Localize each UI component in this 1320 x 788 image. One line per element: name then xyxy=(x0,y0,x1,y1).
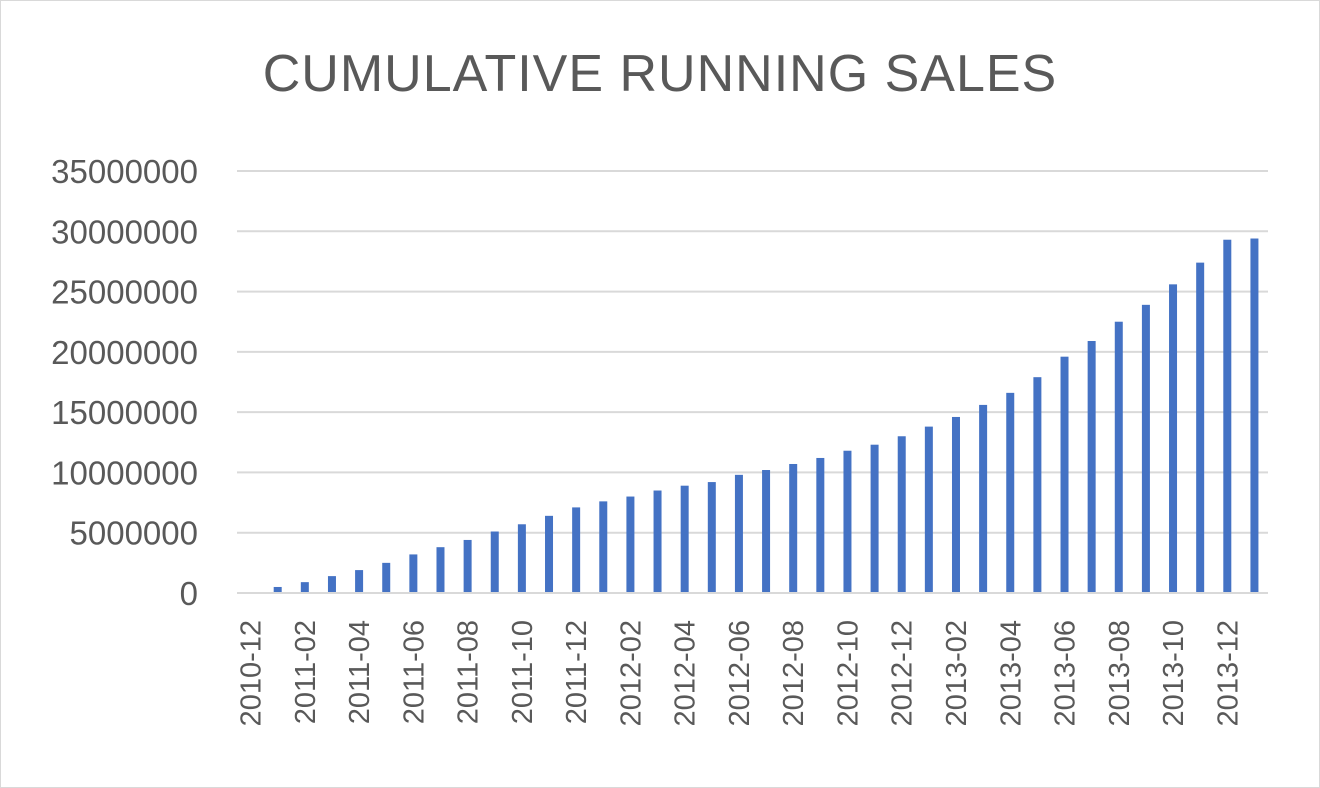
bar xyxy=(463,539,472,593)
bar xyxy=(734,474,743,593)
bar xyxy=(490,531,499,593)
chart-title: CUMULATIVE RUNNING SALES xyxy=(262,45,1058,103)
y-axis-ticks: 0 5000000 10000000 15000000 20000000 25000000… xyxy=(51,153,198,612)
bar xyxy=(789,463,798,593)
bar xyxy=(762,470,771,593)
bar xyxy=(355,570,364,593)
bar xyxy=(327,576,336,593)
x-tick-label: 2011-02 xyxy=(290,620,322,724)
x-tick-label: 2011-06 xyxy=(398,620,430,724)
bar xyxy=(924,426,933,593)
bar xyxy=(517,524,526,593)
x-tick-label: 2011-12 xyxy=(561,620,593,724)
bar xyxy=(409,554,418,593)
x-tick-label: 2011-04 xyxy=(344,620,376,724)
x-tick-label: 2013-02 xyxy=(941,620,973,726)
bar xyxy=(572,507,581,593)
x-tick-label: 2011-08 xyxy=(453,620,485,724)
bar xyxy=(599,501,608,593)
x-tick-label: 2013-06 xyxy=(1050,620,1082,726)
bar xyxy=(870,444,879,593)
x-tick-label: 2012-06 xyxy=(724,620,756,726)
x-tick-label: 2013-10 xyxy=(1158,620,1190,726)
gridlines xyxy=(237,170,1268,534)
y-tick-label: 0 xyxy=(180,575,198,612)
bar xyxy=(545,515,554,593)
x-tick-label: 2010-12 xyxy=(236,620,268,726)
bar xyxy=(1060,356,1069,593)
bar xyxy=(816,457,825,593)
bar xyxy=(300,582,309,593)
bar xyxy=(1169,284,1178,593)
y-tick-label: 30000000 xyxy=(51,213,198,250)
x-tick-label: 2013-04 xyxy=(995,620,1027,726)
x-tick-label: 2012-02 xyxy=(615,620,647,726)
y-tick-label: 25000000 xyxy=(51,274,198,311)
bar xyxy=(273,586,282,593)
x-tick-label: 2013-08 xyxy=(1104,620,1136,726)
bar xyxy=(1223,239,1232,593)
bar xyxy=(707,482,716,593)
x-tick-label: 2011-10 xyxy=(507,620,539,724)
bar xyxy=(1114,321,1123,593)
bar xyxy=(436,547,445,593)
x-tick-label: 2012-12 xyxy=(887,620,919,726)
bar xyxy=(1087,341,1096,593)
bar xyxy=(1141,304,1150,593)
bar xyxy=(626,496,635,593)
x-axis-ticks: 2010-12 2011-02 2011-04 2011-06 2011-08 2011-… xyxy=(236,620,1245,726)
bars xyxy=(246,238,1259,593)
bar xyxy=(843,450,852,593)
bar xyxy=(1196,262,1205,593)
x-tick-label: 2013-12 xyxy=(1212,620,1244,726)
bar xyxy=(680,485,689,593)
bar xyxy=(897,436,906,593)
bar xyxy=(979,404,988,593)
y-tick-label: 20000000 xyxy=(51,334,198,371)
bar xyxy=(1250,238,1259,593)
y-tick-label: 10000000 xyxy=(51,454,198,491)
x-tick-label: 2012-10 xyxy=(832,620,864,726)
x-tick-label: 2012-04 xyxy=(670,620,702,726)
y-tick-label: 15000000 xyxy=(51,394,198,431)
bar xyxy=(1033,377,1042,593)
bar xyxy=(653,490,662,593)
bar xyxy=(1006,392,1015,593)
x-tick-label: 2012-08 xyxy=(778,620,810,726)
bar xyxy=(382,562,391,593)
y-tick-label: 5000000 xyxy=(70,515,198,552)
y-tick-label: 35000000 xyxy=(51,153,198,190)
bar xyxy=(951,416,960,593)
